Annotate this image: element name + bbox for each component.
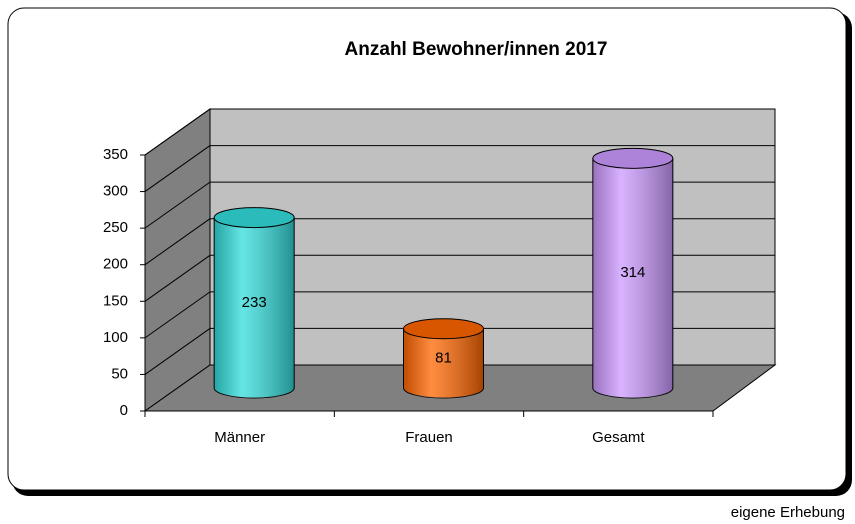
value-label: 233 <box>242 294 267 311</box>
cylinder-top <box>403 318 484 340</box>
y-tick-label: 200 <box>103 256 128 273</box>
x-tick-label: Frauen <box>405 429 453 446</box>
y-tick-label: 250 <box>103 219 128 236</box>
y-tick-label: 50 <box>111 365 128 382</box>
grid-line <box>144 218 211 266</box>
x-tick-label: Gesamt <box>592 429 645 446</box>
cylinder-shade <box>214 217 295 398</box>
value-label: 314 <box>620 264 645 281</box>
grid-line <box>144 145 211 192</box>
cylinder-top <box>213 207 295 229</box>
cylinder-shade <box>592 158 673 398</box>
cylinder-top-shade <box>592 148 673 169</box>
y-tick-label: 100 <box>103 329 128 346</box>
y-tick-label: 300 <box>103 183 128 200</box>
grid-line <box>144 328 211 375</box>
y-tick-label: 350 <box>103 146 128 163</box>
x-tick-label: Männer <box>214 429 265 446</box>
chart-title: Anzahl Bewohner/innen 2017 <box>345 39 608 60</box>
back-wall <box>209 108 776 366</box>
source-note: eigene Erhebung <box>731 504 845 521</box>
cylinder-top-shade <box>214 207 295 228</box>
y-tick-label: 0 <box>120 402 128 419</box>
grid-line <box>144 181 211 229</box>
y-tick-label: 150 <box>103 292 128 309</box>
grid-line <box>144 108 211 156</box>
side-wall <box>144 108 211 412</box>
cylinder-top <box>592 147 674 169</box>
cylinder-shade <box>403 328 484 398</box>
grid-line <box>144 291 211 339</box>
value-label: 81 <box>435 349 452 366</box>
cylinder-top-shade <box>403 318 484 339</box>
grid-line <box>144 254 211 302</box>
